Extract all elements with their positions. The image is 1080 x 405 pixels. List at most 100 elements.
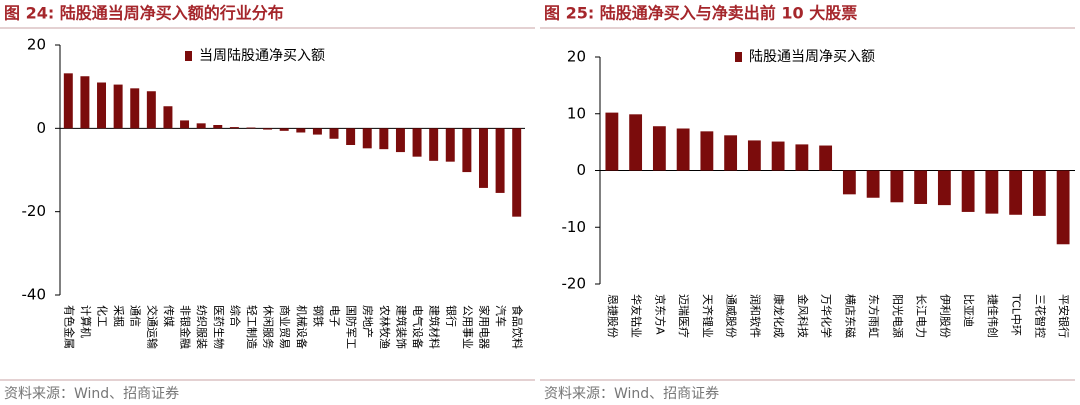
bar xyxy=(246,127,256,129)
bar xyxy=(462,128,472,173)
bar xyxy=(196,123,206,129)
bar xyxy=(163,106,173,129)
bar xyxy=(676,128,690,171)
x-tick-label: 润和软件 xyxy=(748,294,762,338)
x-tick-label: 金风科技 xyxy=(796,294,810,338)
legend-label: 陆股通当周净买入额 xyxy=(749,49,875,65)
x-tick-label: 机械设备 xyxy=(295,305,309,349)
bar xyxy=(1056,170,1070,245)
bar xyxy=(146,91,156,129)
x-tick-label: 公用事业 xyxy=(461,305,474,349)
x-tick-label: 交通运输 xyxy=(145,305,159,349)
x-tick-label: 轻工制造 xyxy=(245,305,259,349)
x-tick-label: 农林牧渔 xyxy=(378,305,392,349)
x-tick-label: 京东方A xyxy=(653,294,667,335)
x-tick-label: 有色金属 xyxy=(62,305,76,349)
x-tick-label: TCL中环 xyxy=(1010,293,1023,336)
y-tick-label: -10 xyxy=(562,218,587,236)
legend-label: 当周陆股通净买入额 xyxy=(199,48,325,64)
bar xyxy=(961,170,975,212)
x-tick-label: 钢铁 xyxy=(311,305,324,327)
bar xyxy=(263,128,273,130)
bar xyxy=(395,128,405,153)
source: 资料来源：Wind、招商证券 xyxy=(544,386,719,402)
x-tick-label: 捷佳伟创 xyxy=(986,294,1000,338)
x-tick-label: 建筑材料 xyxy=(428,305,442,349)
bar xyxy=(1009,170,1023,215)
bar xyxy=(937,170,951,206)
bar xyxy=(279,128,289,131)
bar xyxy=(296,128,306,133)
bar xyxy=(724,135,738,171)
legend-swatch xyxy=(735,52,742,62)
x-tick-label: 非银金融 xyxy=(179,305,193,349)
bar xyxy=(985,170,999,214)
x-tick-label: 食品饮料 xyxy=(511,305,525,349)
bar xyxy=(229,127,239,129)
bar xyxy=(652,126,666,171)
y-tick-label: 0 xyxy=(36,119,46,137)
x-tick-label: 医药生物 xyxy=(212,305,226,349)
bar xyxy=(700,131,714,171)
bar xyxy=(213,125,223,129)
x-tick-label: 休闲服务 xyxy=(262,305,276,349)
y-tick-label: 20 xyxy=(567,48,586,66)
x-tick-label: 长江电力 xyxy=(915,294,928,338)
legend-swatch xyxy=(185,51,192,61)
x-tick-label: 采掘 xyxy=(112,305,126,327)
x-tick-label: 国防军工 xyxy=(345,305,359,349)
x-tick-label: 通威股份 xyxy=(725,294,738,338)
x-tick-label: 银行 xyxy=(444,305,458,327)
bar xyxy=(180,120,190,129)
x-tick-label: 传媒 xyxy=(162,305,175,327)
chart-title: 图 25: 陆股通净买入与净卖出前 10 大股票 xyxy=(544,4,857,23)
bar xyxy=(429,128,439,161)
x-tick-label: 横店东磁 xyxy=(843,294,857,338)
bar xyxy=(1032,170,1046,216)
x-tick-label: 恩捷股份 xyxy=(606,294,620,338)
bar xyxy=(63,73,73,129)
bar xyxy=(914,170,928,204)
bar xyxy=(412,128,422,157)
bar xyxy=(890,170,904,203)
x-tick-label: 建筑装饰 xyxy=(394,305,408,349)
x-tick-label: 万华化学 xyxy=(820,294,834,338)
x-tick-label: 电气设备 xyxy=(411,305,425,349)
x-tick-label: 伊利股份 xyxy=(938,294,951,338)
x-tick-label: 计算机 xyxy=(79,305,93,338)
y-tick-label: 20 xyxy=(27,36,46,54)
x-tick-label: 汽车 xyxy=(494,305,508,327)
y-tick-label: 0 xyxy=(576,161,586,179)
x-tick-label: 比亚迪 xyxy=(962,294,975,327)
x-tick-label: 阳光电源 xyxy=(891,294,905,338)
x-tick-label: 商业贸易 xyxy=(278,305,292,349)
x-tick-label: 迈瑞医疗 xyxy=(677,294,691,338)
y-tick-label: -40 xyxy=(22,286,47,304)
x-tick-label: 康龙化成 xyxy=(772,294,786,338)
bar xyxy=(97,82,107,129)
bar xyxy=(842,170,856,195)
bar xyxy=(512,128,522,217)
bar xyxy=(629,114,643,171)
x-tick-label: 综合 xyxy=(228,305,242,327)
bar xyxy=(346,128,356,145)
x-tick-label: 平安银行 xyxy=(1057,294,1071,338)
bar xyxy=(329,128,339,139)
x-tick-label: 电子 xyxy=(328,305,341,327)
y-tick-label: -20 xyxy=(22,202,47,220)
y-tick-label: -20 xyxy=(562,275,587,293)
bar xyxy=(771,141,785,171)
x-tick-label: 天齐锂业 xyxy=(701,294,715,338)
x-tick-label: 化工 xyxy=(96,305,110,327)
bar xyxy=(495,128,505,193)
bar xyxy=(866,170,880,198)
bar xyxy=(130,88,140,129)
bar xyxy=(379,128,389,150)
bar xyxy=(478,128,488,188)
bar xyxy=(605,112,619,171)
x-tick-label: 房地产 xyxy=(361,305,375,338)
x-tick-label: 三花智控 xyxy=(1033,294,1047,338)
